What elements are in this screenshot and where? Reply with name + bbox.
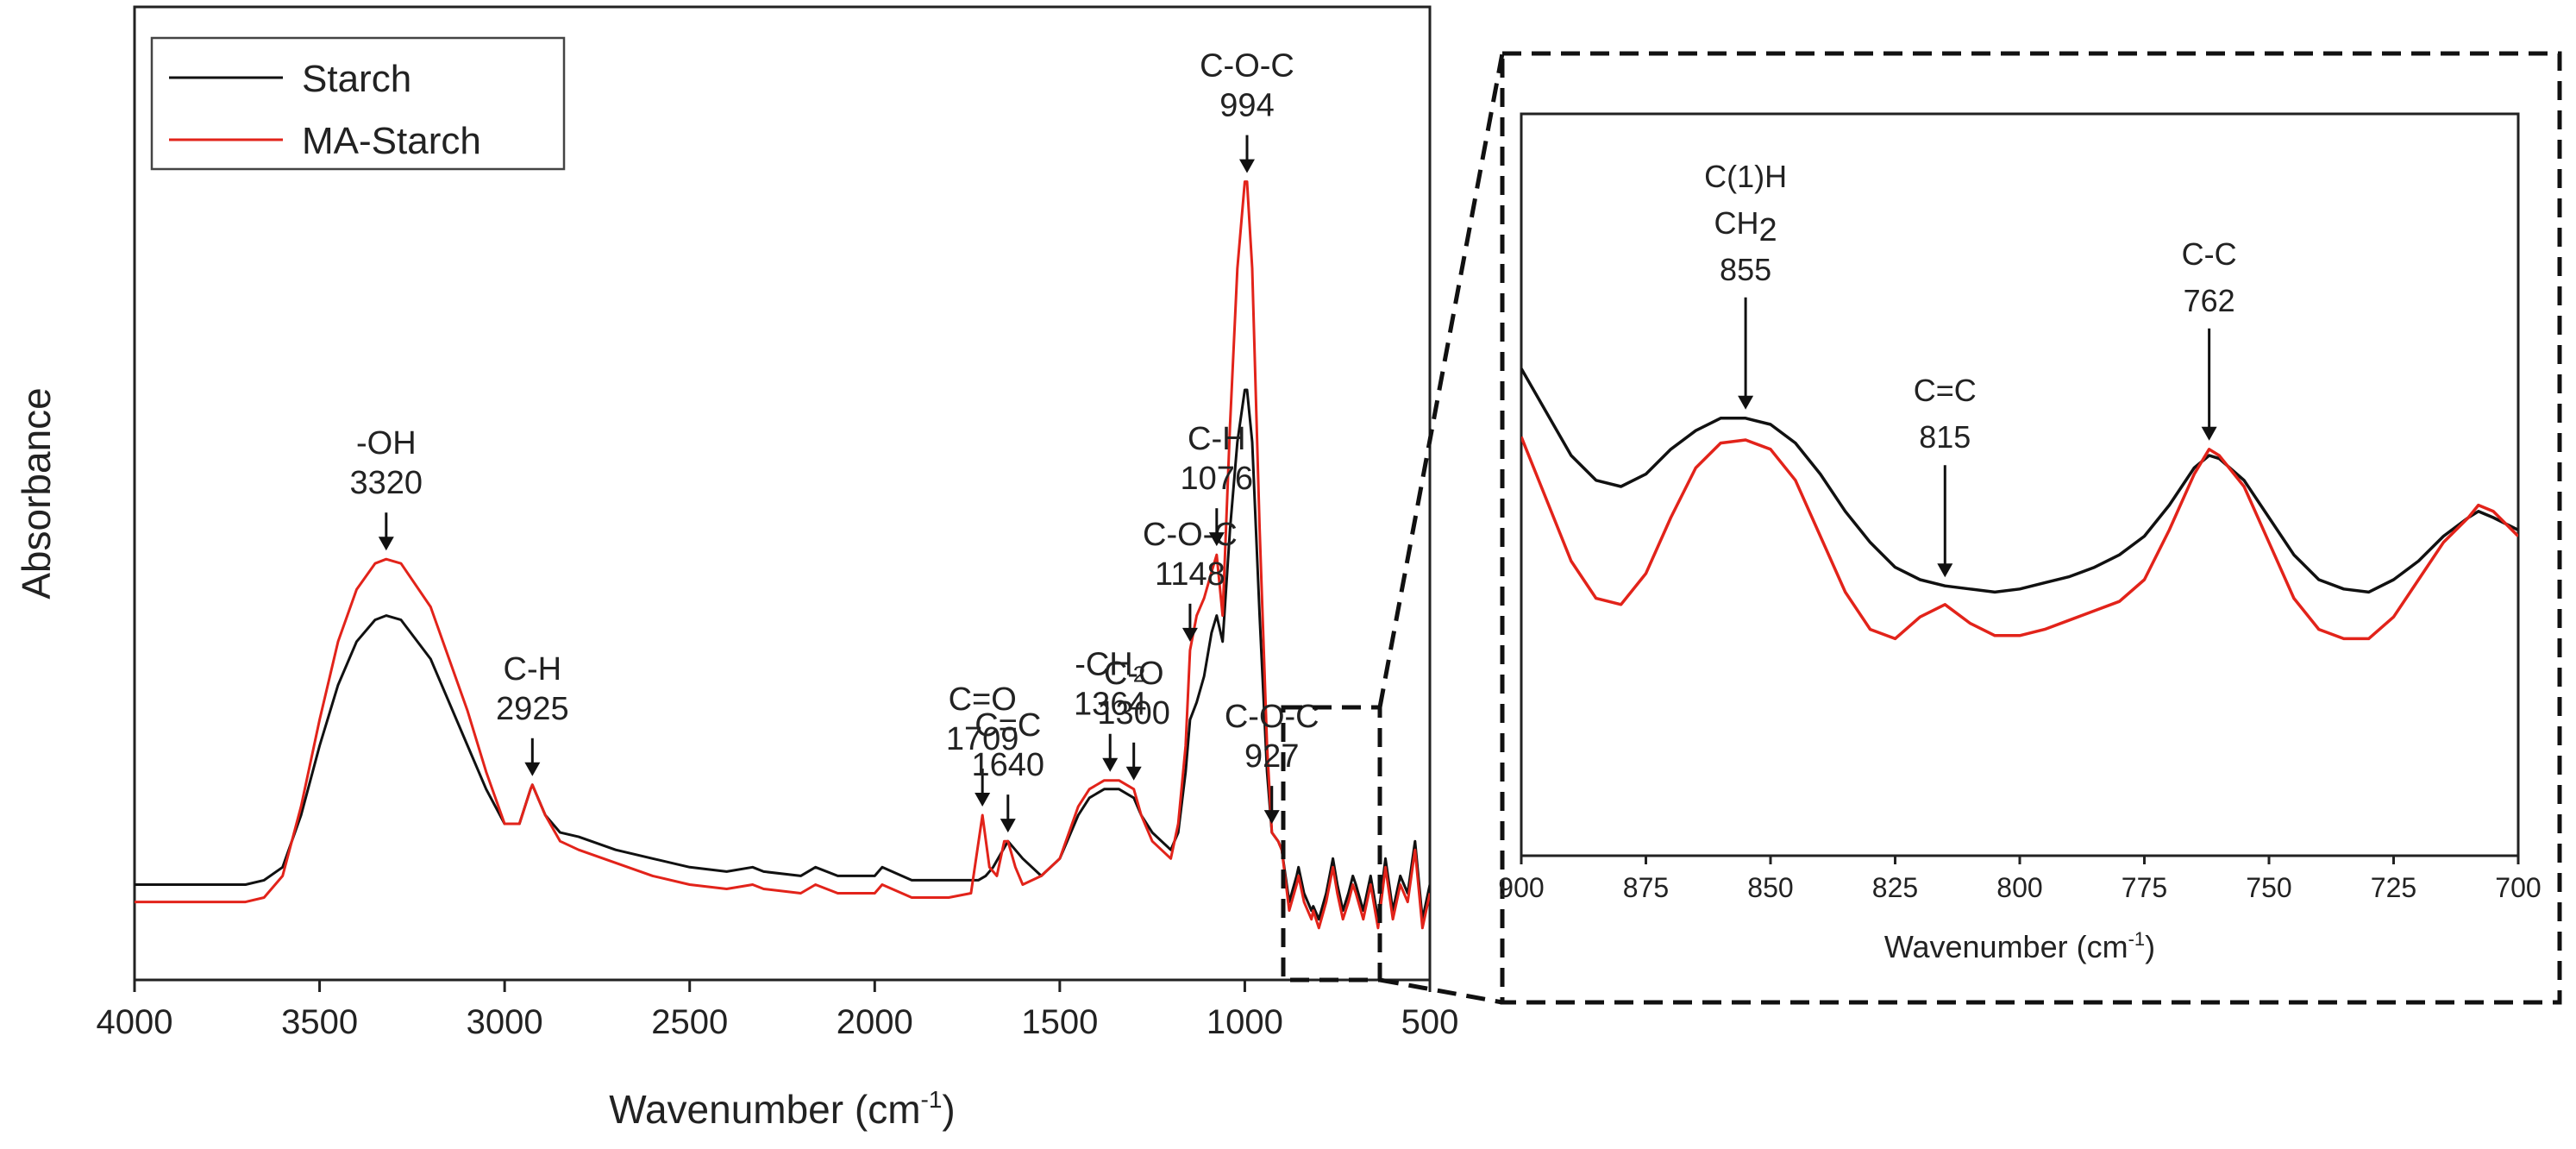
annotation-arrow-head — [1102, 757, 1119, 772]
annotation-wavenumber: 1300 — [1097, 695, 1170, 731]
annotation-arrow-head — [975, 792, 991, 807]
inset-x-tick-label: 725 — [2371, 872, 2416, 903]
annotation-arrow-head — [1208, 532, 1225, 547]
annotation-arrow-head — [2201, 426, 2217, 441]
annotation-label: C=C — [975, 707, 1041, 744]
legend: Starch MA-Starch — [150, 36, 566, 171]
inset-series-group — [1521, 367, 2518, 641]
annotation-label: C=O — [949, 681, 1017, 718]
zoom-indicator — [1281, 51, 2562, 1005]
annotation-arrow-head — [1000, 819, 1016, 833]
annotation-wavenumber: 1364 — [1074, 687, 1147, 723]
annotation-wavenumber: 994 — [1219, 88, 1274, 124]
annotation-label: C-O — [1104, 656, 1164, 692]
annotation-wavenumber: 3320 — [350, 465, 423, 501]
annotation-wavenumber: 927 — [1244, 738, 1299, 775]
main-series-group — [135, 180, 1430, 930]
annotation-label: -CH2 — [1075, 647, 1145, 688]
main-x-tick-label: 2000 — [837, 1003, 913, 1041]
inset-annotation-c-c-762: 762 C-C — [2182, 236, 2237, 441]
inset-x-tick-label: 700 — [2495, 872, 2541, 903]
main-panel: 4000 3500 3000 2500 2000 1500 1000 500 3320 -OH 2… — [14, 5, 1459, 1132]
annotation-wavenumber: 1709 — [946, 721, 1019, 757]
inset-x-tick-label: 775 — [2122, 872, 2167, 903]
annotation-label: C-O-C — [1225, 699, 1319, 735]
annotation-arrow-head — [1738, 395, 1754, 410]
annotation-label: C-H — [504, 651, 562, 688]
main-x-tick-label: 3500 — [281, 1003, 358, 1041]
main-x-axis-title: Wavenumber (cm-1) — [609, 1086, 956, 1132]
main-y-axis-title: Absorbance — [14, 387, 59, 600]
zoom-connector-top — [1377, 53, 1505, 708]
main-x-ticks: 4000 3500 3000 2500 2000 1500 1000 500 — [97, 980, 1459, 1041]
main-annotation-c-h-1076: 1076 C-H — [1181, 421, 1254, 547]
main-annotation-ch-1364: 1364-CH2 — [1074, 647, 1147, 772]
annotation-wavenumber: 2925 — [496, 691, 569, 727]
zoom-region-box — [1281, 705, 1382, 983]
inset-x-tick-label: 875 — [1623, 872, 1669, 903]
main-series-ma-starch — [135, 180, 1430, 930]
annotation-label: C-C — [2182, 236, 2237, 272]
inset-x-tick-label: 825 — [1872, 872, 1918, 903]
main-x-tick-label: 3000 — [467, 1003, 543, 1041]
main-x-tick-label: 2500 — [651, 1003, 728, 1041]
annotation-arrow-head — [1263, 810, 1280, 825]
annotation-wavenumber: 762 — [2184, 283, 2235, 318]
inset-x-axis-title: Wavenumber (cm-1) — [1884, 928, 2155, 964]
annotation-label: C=C — [1914, 373, 1977, 408]
annotation-arrow-head — [1125, 766, 1142, 781]
annotation-label: C-H — [1188, 421, 1246, 457]
main-x-tick-label: 1000 — [1207, 1003, 1283, 1041]
annotation-wavenumber: 1076 — [1181, 461, 1254, 497]
legend-box — [150, 36, 566, 171]
annotation-arrow-head — [378, 537, 394, 551]
annotation-label: C-O-C — [1200, 48, 1294, 85]
inset-x-tick-label: 850 — [1747, 872, 1793, 903]
inset-series-ma-starch — [1521, 436, 2518, 641]
inset-x-tick-label: 900 — [1498, 872, 1544, 903]
main-annotation-oh-3320: 3320 -OH — [350, 425, 423, 551]
main-annotations: 3320-OH2925C-H1709C=O1640C=C1364-CH21300… — [350, 48, 1319, 833]
inset-annotation-c-c-815: 815 C=C — [1914, 373, 1977, 578]
inset-outer-frame — [1500, 51, 2562, 1005]
annotation-wavenumber: 1640 — [972, 747, 1045, 783]
annotation-arrow-head — [524, 762, 541, 776]
annotation-arrow-head — [1239, 159, 1256, 173]
annotation-wavenumber: 1148 — [1155, 556, 1225, 593]
inset-series-starch — [1521, 367, 2518, 594]
annotation-arrow-head — [1181, 627, 1198, 642]
zoom-connector-bottom — [1379, 977, 1503, 1005]
main-x-tick-label: 500 — [1401, 1003, 1459, 1041]
annotation-label: C(1)H — [1704, 159, 1787, 194]
inset-annotation-c-1-h-855: 855 CH2 C(1)H — [1704, 159, 1787, 410]
annotation-wavenumber: 815 — [1919, 419, 1971, 455]
annotation-arrow-head — [1937, 563, 1953, 578]
main-x-tick-label: 1500 — [1021, 1003, 1098, 1041]
inset-x-tick-label: 800 — [1996, 872, 2042, 903]
inset-x-tick-label: 750 — [2246, 872, 2291, 903]
annotation-label-secondary: CH2 — [1714, 205, 1777, 248]
legend-label-starch: Starch — [302, 58, 411, 100]
main-plot-frame — [133, 5, 1432, 982]
annotation-label: -OH — [356, 425, 417, 461]
annotation-label: C-O-C — [1143, 517, 1238, 553]
main-x-tick-label: 4000 — [97, 1003, 173, 1041]
legend-label-ma-starch: MA-Starch — [302, 120, 481, 162]
inset-x-ticks: 900 875 850 825 800 775 750 725 700 — [1498, 856, 2542, 903]
inset-panel: 900 875 850 825 800 775 750 725 700 855CH2C(1)H8… — [1498, 112, 2542, 964]
annotation-wavenumber: 855 — [1720, 252, 1771, 287]
inset-annotations: 855 CH2 C(1)H 815 C=C 762 C-C — [1704, 159, 2237, 578]
